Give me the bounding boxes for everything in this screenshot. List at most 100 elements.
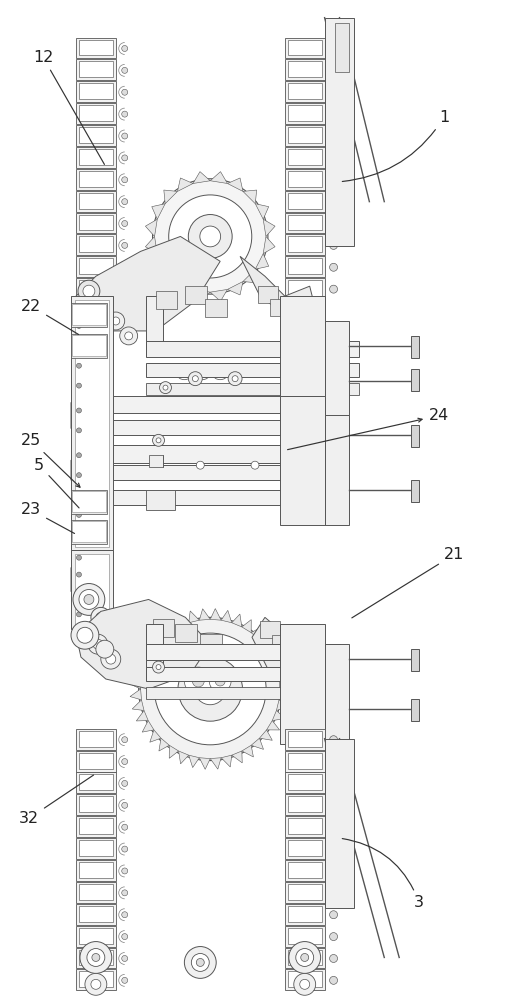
Bar	[285, 81, 324, 102]
Text: 23: 23	[21, 502, 75, 533]
FancyBboxPatch shape	[156, 291, 177, 309]
Circle shape	[122, 759, 128, 765]
Bar	[76, 948, 116, 968]
Text: 1: 1	[342, 110, 449, 181]
Bar	[72, 491, 106, 512]
Polygon shape	[221, 610, 232, 623]
Bar	[76, 860, 116, 881]
Bar	[288, 193, 321, 209]
Bar	[79, 731, 113, 747]
Circle shape	[192, 675, 204, 687]
Polygon shape	[210, 289, 228, 301]
Bar	[71, 303, 107, 327]
Circle shape	[71, 621, 99, 649]
Circle shape	[197, 397, 204, 404]
Bar	[285, 751, 324, 772]
Circle shape	[77, 309, 82, 314]
Bar	[79, 61, 113, 77]
Circle shape	[122, 177, 128, 183]
Circle shape	[156, 438, 161, 443]
Bar	[76, 882, 116, 903]
Circle shape	[77, 572, 82, 577]
Bar	[76, 234, 116, 255]
Circle shape	[77, 323, 82, 328]
Bar	[288, 950, 321, 965]
Bar	[288, 236, 321, 252]
Polygon shape	[142, 721, 154, 732]
Circle shape	[122, 955, 128, 961]
Bar	[76, 278, 116, 299]
Bar	[288, 906, 321, 922]
Bar	[76, 256, 116, 277]
Circle shape	[153, 434, 164, 446]
Bar	[411, 649, 419, 671]
Circle shape	[91, 607, 111, 627]
Bar	[146, 296, 163, 356]
Circle shape	[85, 973, 107, 995]
Circle shape	[330, 758, 338, 766]
Bar	[79, 928, 113, 944]
Bar	[260, 621, 280, 638]
Bar	[288, 796, 321, 812]
Polygon shape	[136, 710, 148, 721]
Circle shape	[77, 453, 82, 458]
Polygon shape	[177, 178, 193, 191]
Circle shape	[209, 670, 231, 692]
Bar	[75, 300, 109, 547]
Text: 3: 3	[342, 839, 424, 910]
Circle shape	[257, 397, 264, 404]
Polygon shape	[132, 700, 144, 710]
Circle shape	[92, 297, 110, 315]
Circle shape	[232, 376, 238, 382]
Circle shape	[330, 132, 338, 140]
Circle shape	[156, 665, 161, 670]
Bar	[113, 445, 321, 463]
Circle shape	[77, 343, 82, 348]
Bar	[146, 624, 163, 679]
Bar	[280, 296, 324, 425]
Bar	[258, 286, 278, 303]
Circle shape	[330, 845, 338, 853]
Circle shape	[185, 667, 212, 695]
Polygon shape	[242, 745, 254, 757]
Bar	[113, 465, 321, 480]
Bar	[285, 926, 324, 947]
Polygon shape	[135, 657, 148, 667]
Circle shape	[122, 46, 128, 51]
Circle shape	[125, 332, 133, 340]
Wedge shape	[71, 460, 81, 480]
Circle shape	[330, 241, 338, 249]
Circle shape	[112, 317, 120, 325]
Circle shape	[122, 199, 128, 205]
Bar	[324, 644, 349, 744]
Circle shape	[77, 592, 82, 597]
Circle shape	[78, 280, 100, 302]
Polygon shape	[164, 190, 177, 204]
Bar	[288, 149, 321, 165]
Bar	[285, 278, 324, 299]
Bar	[288, 753, 321, 769]
Polygon shape	[193, 289, 210, 301]
Bar	[285, 59, 324, 80]
Polygon shape	[177, 282, 193, 295]
Circle shape	[330, 263, 338, 271]
Circle shape	[122, 737, 128, 743]
Bar	[79, 193, 113, 209]
Bar	[76, 81, 116, 102]
Circle shape	[96, 612, 106, 622]
Bar	[285, 772, 324, 793]
Bar	[285, 969, 324, 990]
Bar	[76, 169, 116, 190]
Bar	[285, 860, 324, 881]
Polygon shape	[272, 657, 284, 667]
Circle shape	[93, 639, 103, 649]
Polygon shape	[189, 755, 199, 768]
Bar	[71, 520, 107, 544]
Circle shape	[77, 473, 82, 478]
Polygon shape	[242, 620, 251, 633]
Bar	[285, 213, 324, 233]
Circle shape	[195, 673, 226, 705]
Bar	[285, 234, 324, 255]
Circle shape	[330, 933, 338, 941]
Circle shape	[196, 461, 204, 469]
